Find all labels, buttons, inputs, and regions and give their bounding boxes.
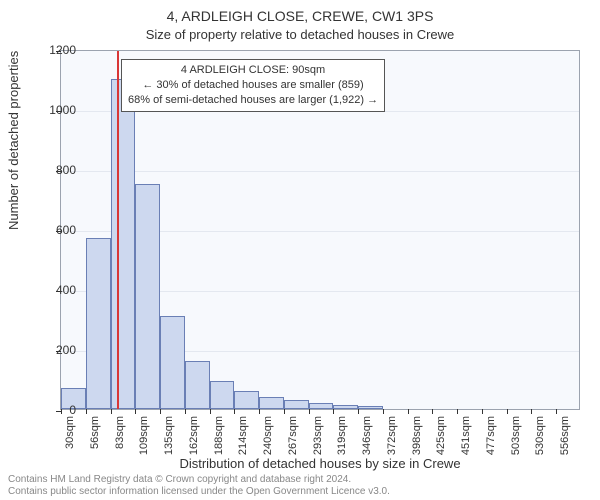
footer-line: Contains HM Land Registry data © Crown c… [8, 474, 390, 486]
xtick-mark [507, 409, 508, 414]
annotation-box: 4 ARDLEIGH CLOSE: 90sqm← 30% of detached… [121, 59, 385, 112]
chart-title: 4, ARDLEIGH CLOSE, CREWE, CW1 3PS [0, 8, 600, 24]
histogram-bar [234, 391, 259, 409]
histogram-bar [86, 238, 111, 409]
annotation-line: ← 30% of detached houses are smaller (85… [128, 78, 378, 93]
histogram-bar [185, 361, 210, 409]
xtick-label: 162sqm [188, 416, 200, 455]
histogram-bar [309, 403, 334, 409]
xtick-label: 214sqm [237, 416, 249, 455]
xtick-label: 56sqm [89, 416, 101, 449]
histogram-bar [160, 316, 185, 409]
histogram-bar [135, 184, 160, 409]
xtick-label: 135sqm [163, 416, 175, 455]
xtick-mark [185, 409, 186, 414]
footer-attribution: Contains HM Land Registry data © Crown c… [8, 474, 390, 498]
xtick-label: 267sqm [287, 416, 299, 455]
xtick-mark [556, 409, 557, 414]
xtick-label: 346sqm [361, 416, 373, 455]
ytick-label: 200 [36, 343, 76, 357]
xtick-label: 425sqm [435, 416, 447, 455]
histogram-bar [259, 397, 284, 409]
xtick-mark [408, 409, 409, 414]
xtick-mark [234, 409, 235, 414]
xtick-label: 556sqm [559, 416, 571, 455]
grid-line [61, 171, 579, 172]
footer-line: Contains public sector information licen… [8, 486, 390, 498]
chart-subtitle: Size of property relative to detached ho… [0, 27, 600, 42]
xtick-mark [309, 409, 310, 414]
y-axis-label: Number of detached properties [6, 51, 21, 230]
xtick-mark [432, 409, 433, 414]
xtick-mark [160, 409, 161, 414]
xtick-mark [358, 409, 359, 414]
xtick-label: 188sqm [213, 416, 225, 455]
histogram-bar [111, 79, 136, 409]
ytick-label: 800 [36, 163, 76, 177]
ytick-label: 1000 [36, 103, 76, 117]
histogram-bar [333, 405, 358, 410]
xtick-label: 477sqm [485, 416, 497, 455]
marker-line [117, 51, 119, 409]
xtick-label: 240sqm [262, 416, 274, 455]
chart-plot-area: 4 ARDLEIGH CLOSE: 90sqm← 30% of detached… [60, 50, 580, 410]
xtick-mark [531, 409, 532, 414]
xtick-label: 398sqm [411, 416, 423, 455]
xtick-label: 451sqm [460, 416, 472, 455]
histogram-bar [284, 400, 309, 409]
ytick-label: 400 [36, 283, 76, 297]
xtick-mark [259, 409, 260, 414]
annotation-line: 4 ARDLEIGH CLOSE: 90sqm [128, 63, 378, 78]
xtick-label: 372sqm [386, 416, 398, 455]
xtick-mark [457, 409, 458, 414]
xtick-mark [86, 409, 87, 414]
xtick-label: 293sqm [312, 416, 324, 455]
xtick-label: 530sqm [534, 416, 546, 455]
ytick-label: 600 [36, 223, 76, 237]
xtick-mark [284, 409, 285, 414]
xtick-label: 83sqm [114, 416, 126, 449]
histogram-bar [358, 406, 383, 409]
xtick-mark [135, 409, 136, 414]
histogram-bar [210, 381, 235, 410]
ytick-label: 1200 [36, 43, 76, 57]
x-axis-label: Distribution of detached houses by size … [60, 456, 580, 471]
xtick-label: 109sqm [138, 416, 150, 455]
xtick-mark [111, 409, 112, 414]
xtick-mark [383, 409, 384, 414]
xtick-mark [482, 409, 483, 414]
xtick-label: 30sqm [64, 416, 76, 449]
xtick-label: 503sqm [510, 416, 522, 455]
xtick-label: 319sqm [336, 416, 348, 455]
xtick-mark [333, 409, 334, 414]
xtick-mark [210, 409, 211, 414]
ytick-label: 0 [36, 403, 76, 417]
annotation-line: 68% of semi-detached houses are larger (… [128, 93, 378, 108]
